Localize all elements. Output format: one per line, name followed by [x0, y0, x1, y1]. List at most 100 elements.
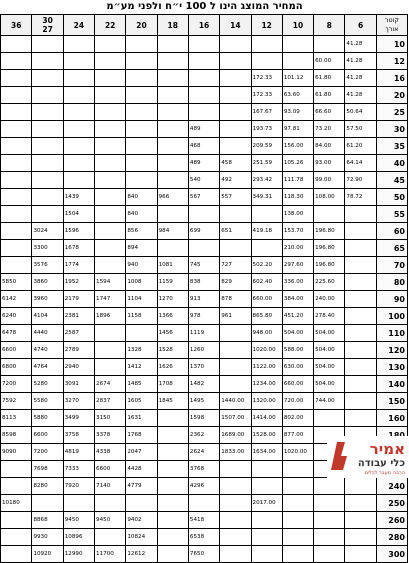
price-cell: 10180 [0, 494, 33, 512]
price-cell [62, 171, 96, 189]
price-cell: 567 [187, 188, 221, 206]
price-cell: 3758 [62, 426, 96, 444]
price-cell [0, 477, 33, 495]
price-cell: 4819 [62, 443, 96, 461]
price-cell [344, 256, 377, 274]
price-cell [94, 103, 127, 121]
table-row: 65 196.80 210.00 894 1678 3300 [0, 239, 409, 257]
table-row: 25 50.64 66.60 93.09 167.67 [0, 103, 409, 121]
price-cell [156, 494, 189, 512]
price-cell: 10920 [31, 545, 64, 563]
price-cell: 720.00 [281, 392, 315, 410]
price-cell [156, 171, 189, 189]
price-cell: 894 [125, 239, 158, 257]
table-row: 80 225.60 336.00 602.40 829 838 1159 1008 1594 19… [0, 273, 409, 291]
price-cell [313, 511, 346, 529]
price-cell: 504.00 [313, 324, 346, 342]
price-cell: 1598 [187, 409, 221, 427]
price-cell: 196.80 [313, 239, 346, 257]
price-cell [125, 103, 158, 121]
price-cell [31, 69, 64, 87]
price-cell: 138.00 [281, 205, 315, 223]
price-cell: 878 [219, 290, 252, 308]
price-cell [156, 137, 189, 155]
price-cell: 504.00 [281, 324, 315, 342]
price-cell: 251.59 [250, 154, 283, 172]
price-cell [94, 137, 127, 155]
price-cell: 978 [187, 307, 221, 325]
price-cell [281, 460, 315, 478]
price-cell: 3300 [31, 239, 64, 257]
price-cell [344, 545, 377, 563]
length-label: אורך [385, 25, 399, 33]
price-cell [0, 511, 33, 529]
price-cell [250, 460, 283, 478]
price-cell [0, 86, 33, 104]
price-cell [344, 239, 377, 257]
price-cell: 1439 [62, 188, 96, 206]
price-cell [0, 256, 33, 274]
diameter-cell: 160 [375, 409, 409, 427]
price-cell: 1747 [94, 290, 127, 308]
price-cell [94, 358, 127, 376]
length-header: 18 [156, 14, 189, 36]
price-cell: 1605 [125, 392, 158, 410]
price-cell: 856 [125, 222, 158, 240]
price-cell: 156.00 [281, 137, 315, 155]
diameter-cell: 250 [375, 494, 409, 512]
price-cell [313, 528, 346, 546]
price-cell: 660.00 [281, 375, 315, 393]
price-cell: 64.14 [344, 154, 377, 172]
price-cell [31, 154, 64, 172]
logo-graphic: אמיר כלי עבודה הרבה מעבר לכלים [328, 438, 408, 476]
price-cell: 1234.00 [250, 375, 283, 393]
price-cell: 1495 [187, 392, 221, 410]
length-header: 22 [94, 14, 127, 36]
diameter-cell: 20 [375, 86, 409, 104]
price-cell [156, 545, 189, 563]
price-cell [125, 137, 158, 155]
table-row: 160 802.00 1414.00 1507.00 1598 1631 3150 3499 5… [0, 409, 409, 427]
price-cell: 4779 [125, 477, 158, 495]
price-cell: 9402 [125, 511, 158, 529]
price-cell [187, 52, 221, 70]
price-cell: 2674 [94, 375, 127, 393]
price-cell: 1008 [125, 273, 158, 291]
price-cell [219, 358, 252, 376]
price-cell [281, 494, 315, 512]
price-cell [344, 341, 377, 359]
price-cell: 349.31 [250, 188, 283, 206]
price-cell: 6600 [31, 426, 64, 444]
price-cell [219, 511, 252, 529]
price-cell: 167.67 [250, 103, 283, 121]
price-cell: 336.00 [281, 273, 315, 291]
diameter-cell: 280 [375, 528, 409, 546]
price-cell: 78.72 [344, 188, 377, 206]
price-cell: 93.09 [281, 103, 315, 121]
price-cell [219, 103, 252, 121]
price-cell: 5280 [31, 375, 64, 393]
diameter-cell: 40 [375, 154, 409, 172]
price-cell [313, 409, 346, 427]
price-cell: 3270 [62, 392, 96, 410]
table-row: 260 5418 9402 9450 9450 8868 [0, 511, 409, 529]
price-cell: 6600 [94, 460, 127, 478]
length-header: 30 27 [31, 14, 64, 36]
price-cell: 97.81 [281, 120, 315, 138]
price-cell [0, 103, 33, 121]
table-row: 40 64.14 93.00 105.26 251.59 458 489 [0, 154, 409, 172]
price-cell [62, 120, 96, 138]
price-cell: 6538 [187, 528, 221, 546]
price-cell [219, 528, 252, 546]
price-cell: 99.00 [313, 171, 346, 189]
price-cell: 451.20 [281, 307, 315, 325]
price-cell [250, 205, 283, 223]
price-cell [94, 239, 127, 257]
price-cell [219, 86, 252, 104]
price-cell: 6600 [0, 341, 33, 359]
diameter-cell: 50 [375, 188, 409, 206]
logo-tagline: הרבה מעבר לכלים [365, 470, 405, 476]
price-cell: 1414.00 [250, 409, 283, 427]
price-cell [62, 154, 96, 172]
price-cell [62, 103, 96, 121]
